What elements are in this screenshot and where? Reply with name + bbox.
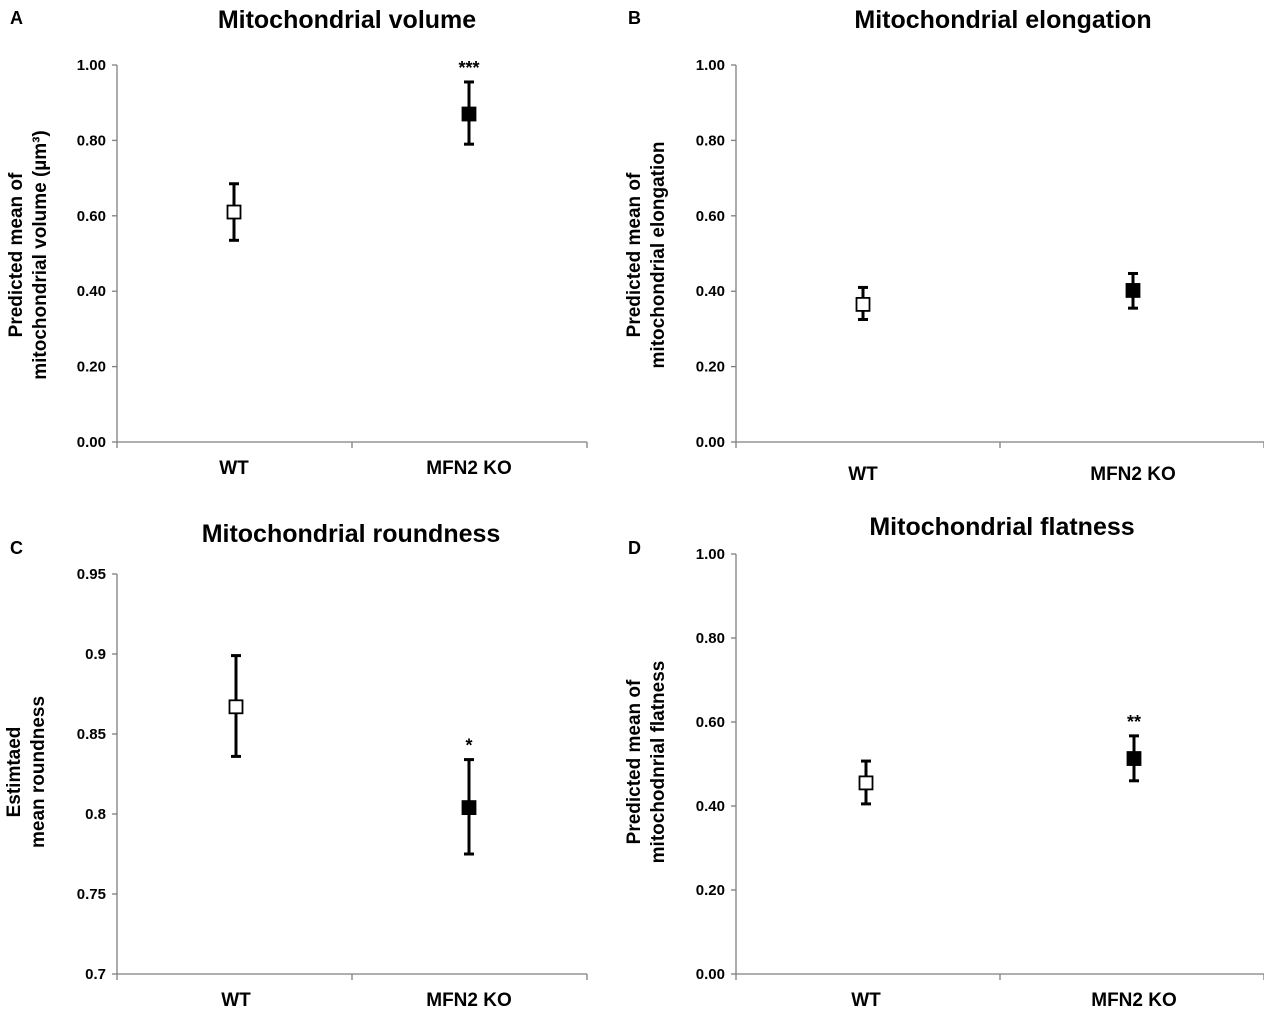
chart-title: Mitochondrial volume bbox=[218, 6, 476, 34]
y-tick-label: 0.20 bbox=[696, 359, 725, 376]
y-tick-label: 1.00 bbox=[696, 57, 725, 74]
y-tick-label: 0.7 bbox=[85, 966, 106, 983]
y-tick-label: 0.00 bbox=[696, 966, 725, 983]
y-tick-label: 0.80 bbox=[696, 630, 725, 647]
wt-marker bbox=[858, 775, 874, 791]
y-tick-label: 0.60 bbox=[696, 714, 725, 731]
y-axis-label: Predicted mean of mitochondrial elongatio… bbox=[624, 142, 669, 369]
significance-label: * bbox=[465, 736, 472, 756]
significance-label: *** bbox=[458, 58, 479, 78]
y-tick-label: 0.85 bbox=[77, 726, 106, 743]
x-category-label: WT bbox=[221, 990, 251, 1010]
y-tick-label: 0.20 bbox=[77, 359, 106, 376]
wt-marker bbox=[228, 699, 244, 715]
y-tick-label: 0.40 bbox=[696, 798, 725, 815]
panel-letter: C bbox=[10, 538, 23, 558]
mfn2-ko-marker bbox=[461, 106, 477, 122]
y-tick-label: 0.20 bbox=[696, 882, 725, 899]
panel-c: C Mitochondrial roundness Estimtaed mean ro… bbox=[4, 520, 588, 1010]
panel-a: A Mitochondrial volume Predicted mean of mi… bbox=[6, 6, 588, 479]
panel-b: B Mitochondrial elongation Predicted mean … bbox=[624, 6, 1264, 485]
x-category-label: MFN2 KO bbox=[1090, 464, 1176, 485]
x-category-label: WT bbox=[851, 990, 881, 1010]
y-tick-label: 0.80 bbox=[77, 132, 106, 149]
x-category-label: MFN2 KO bbox=[426, 458, 512, 479]
chart-title: Mitochondrial elongation bbox=[854, 6, 1151, 34]
y-tick-label: 0.60 bbox=[696, 208, 725, 225]
wt-marker bbox=[226, 204, 242, 220]
significance-label: ** bbox=[1127, 712, 1141, 732]
y-tick-label: 0.60 bbox=[77, 208, 106, 225]
chart-title: Mitochondrial roundness bbox=[202, 520, 501, 548]
y-tick-label: 0.40 bbox=[77, 283, 106, 300]
y-tick-label: 0.80 bbox=[696, 132, 725, 149]
mfn2-ko-marker bbox=[461, 800, 477, 815]
y-tick-label: 0.40 bbox=[696, 283, 725, 300]
panel-letter: D bbox=[628, 538, 641, 558]
y-axis-label: Predicted mean of mitochondrial volume (µ… bbox=[6, 130, 51, 380]
y-tick-label: 0.8 bbox=[85, 806, 106, 823]
x-category-label: WT bbox=[848, 464, 878, 485]
y-tick-label: 0.00 bbox=[77, 434, 106, 451]
x-category-label: MFN2 KO bbox=[426, 990, 512, 1010]
chart-title: Mitochondrial flatness bbox=[869, 513, 1134, 541]
y-tick-label: 0.9 bbox=[85, 646, 106, 663]
y-axis-label: Predicted mean of mitochodnrial flatness bbox=[624, 661, 669, 864]
mfn2-ko-marker bbox=[1125, 283, 1141, 298]
panel-letter: A bbox=[10, 8, 23, 28]
x-category-label: MFN2 KO bbox=[1091, 990, 1177, 1010]
panel-d: D Mitochondrial flatness Predicted mean of… bbox=[624, 513, 1264, 1010]
y-tick-label: 1.00 bbox=[77, 57, 106, 74]
mfn2-ko-marker bbox=[1126, 751, 1142, 766]
wt-marker bbox=[855, 296, 871, 312]
x-category-label: WT bbox=[219, 458, 249, 479]
y-axis-label: Estimtaed mean roundness bbox=[4, 696, 49, 848]
y-tick-label: 0.75 bbox=[77, 886, 106, 903]
y-tick-label: 0.00 bbox=[696, 434, 725, 451]
panel-letter: B bbox=[628, 8, 641, 28]
y-tick-label: 0.95 bbox=[77, 566, 106, 583]
y-tick-label: 1.00 bbox=[696, 546, 725, 563]
